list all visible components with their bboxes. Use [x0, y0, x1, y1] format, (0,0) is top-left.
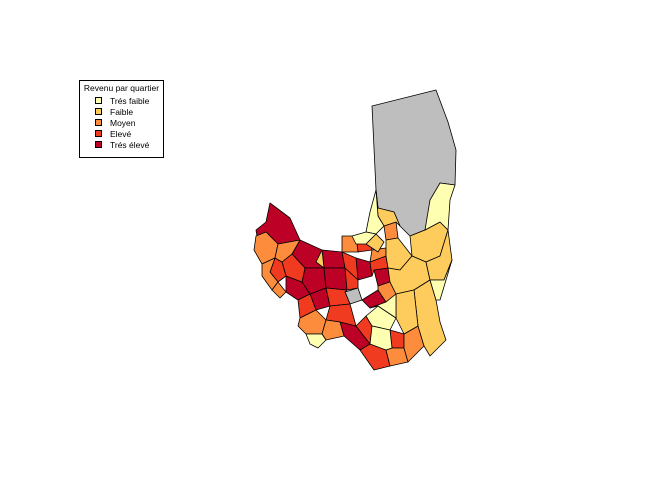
legend-label-low: Faible: [110, 107, 134, 117]
district-medium-6: [321, 319, 345, 341]
map-legend: Revenu par quartier Trés faible Faible M…: [79, 80, 164, 158]
legend-label-very-high: Trés élevé: [110, 140, 150, 150]
district-polygons: [253, 89, 457, 371]
district-very-high-3: [321, 249, 346, 269]
legend-label-high: Elevé: [110, 129, 132, 139]
district-very-low-4: [429, 259, 453, 301]
district-high-5: [325, 287, 351, 307]
district-high-7: [325, 303, 357, 327]
district-very-high-9: [355, 257, 373, 281]
district-low-6: [395, 289, 419, 335]
district-medium-4: [271, 281, 287, 299]
district-high-4: [344, 267, 359, 291]
district-very-low-6: [369, 293, 397, 319]
legend-swatch-very-high: [95, 141, 102, 148]
legend-title: Revenu par quartier: [83, 83, 160, 93]
legend-label-very-low: Trés faible: [110, 96, 150, 106]
district-very-low-5: [365, 305, 397, 331]
legend-swatch-low: [95, 108, 102, 115]
district-very-low-2: [351, 231, 377, 245]
district-medium-3: [274, 239, 301, 263]
district-very-high-5: [323, 267, 348, 291]
legend-label-medium: Moyen: [110, 118, 136, 128]
district-low-8: [315, 249, 325, 269]
legend-swatch-high: [95, 130, 102, 137]
legend-swatch-very-low: [95, 97, 102, 104]
district-very-low-7: [369, 325, 393, 351]
district-very-low-8: [305, 333, 327, 349]
legend-swatch-medium: [95, 119, 102, 126]
district-very-low-3: [424, 182, 456, 231]
